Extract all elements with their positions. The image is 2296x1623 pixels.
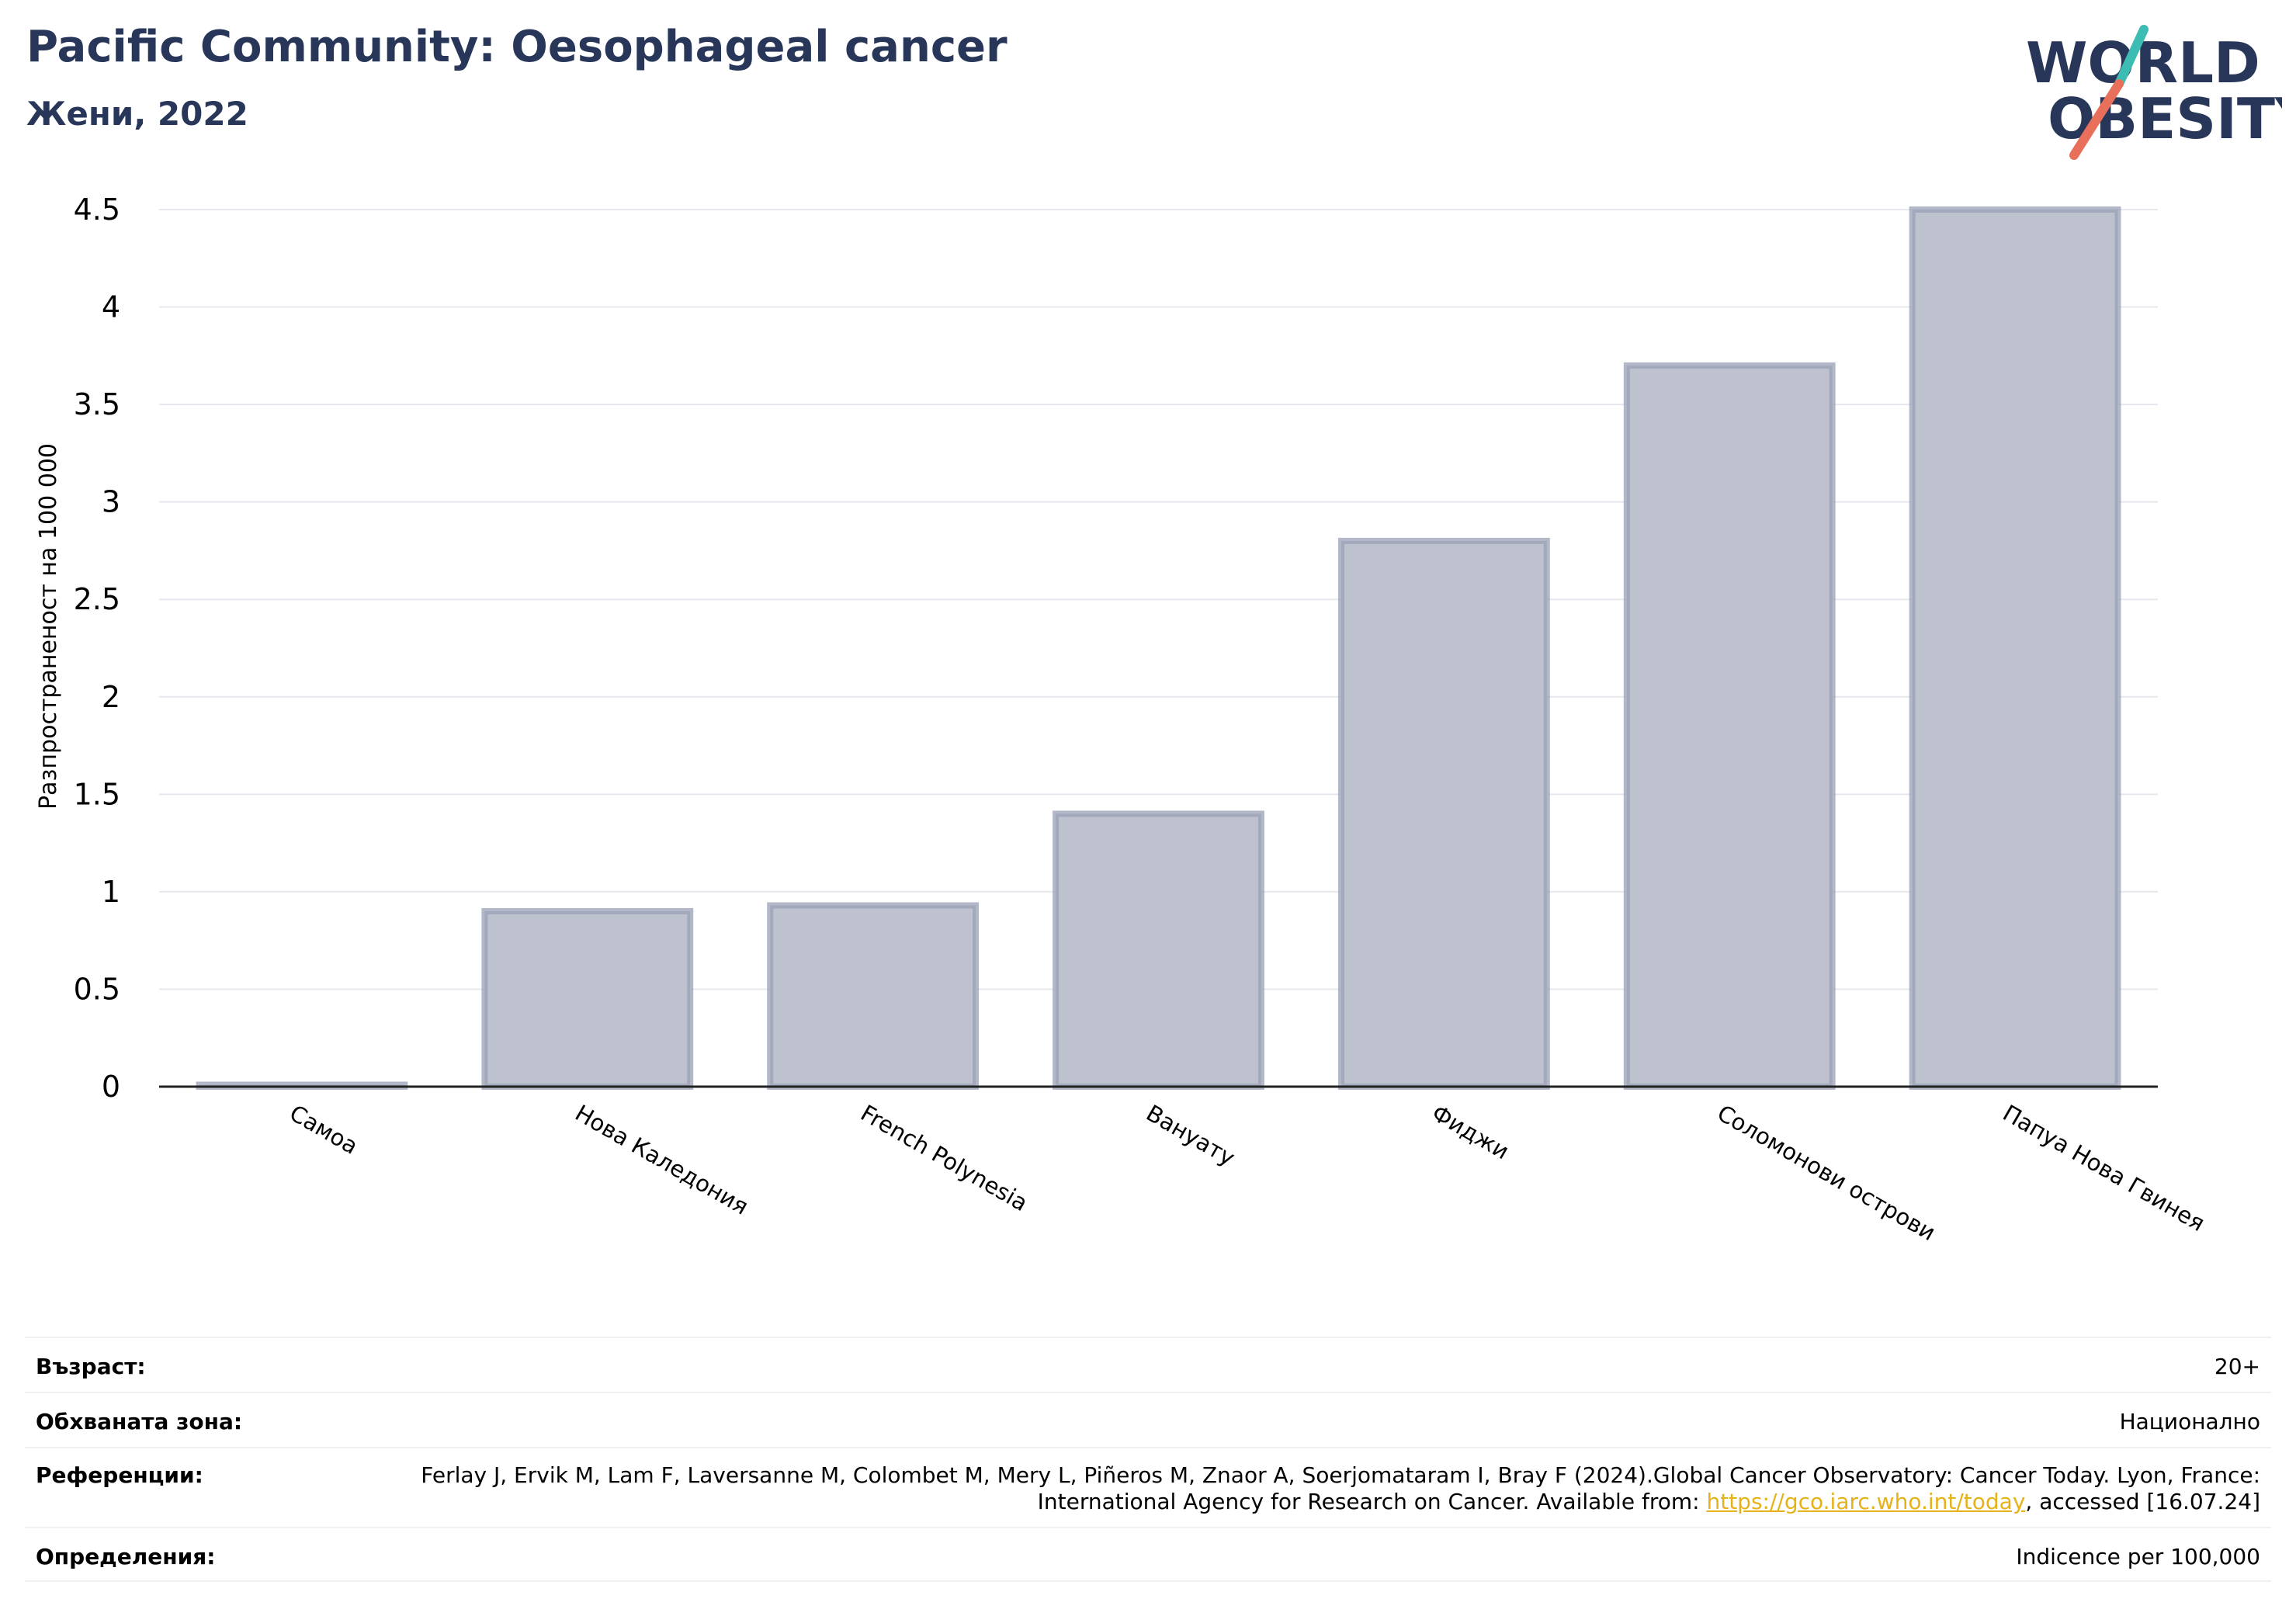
bar xyxy=(1909,206,2121,1090)
x-tick-label: Нова Каледония xyxy=(571,1100,753,1220)
x-tick-label: Фиджи xyxy=(1427,1100,1514,1165)
chart-subtitle: Жени, 2022 xyxy=(26,95,248,133)
meta-row-age: Възраст: 20+ xyxy=(25,1337,2271,1392)
y-tick-label: 3.5 xyxy=(74,387,120,421)
y-tick-label: 0 xyxy=(102,1070,120,1104)
y-axis-label: Разпространеност на 100 000 xyxy=(35,443,62,810)
definitions-value: Indicence per 100,000 xyxy=(2016,1544,2260,1569)
meta-row-references: Референции: Ferlay J, Ervik M, Lam F, La… xyxy=(25,1447,2271,1527)
definitions-label: Определения: xyxy=(36,1544,216,1569)
area-value: Национално xyxy=(2119,1409,2260,1434)
references-text: Ferlay J, Ervik M, Lam F, Laversanne M, … xyxy=(421,1462,2260,1514)
world-obesity-logo: WORLD OBESITY xyxy=(2026,25,2282,160)
y-tick-label: 2.5 xyxy=(74,582,120,616)
references-value: Ferlay J, Ervik M, Lam F, Laversanne M, … xyxy=(397,1462,2260,1515)
y-tick-label: 1 xyxy=(102,875,120,909)
bar xyxy=(767,902,980,1091)
meta-row-definitions: Определения: Indicence per 100,000 xyxy=(25,1527,2271,1582)
y-tick-label: 0.5 xyxy=(74,972,120,1006)
x-tick-label: Папуа Нова Гвинея xyxy=(1999,1100,2210,1237)
references-label: Референции: xyxy=(36,1462,203,1488)
bar xyxy=(1337,537,1550,1090)
bar xyxy=(481,908,694,1090)
x-tick-label: Самоа xyxy=(285,1100,362,1160)
meta-row-area: Обхваната зона: Национално xyxy=(25,1392,2271,1447)
references-link[interactable]: https://gco.iarc.who.int/today xyxy=(1706,1489,2026,1514)
y-tick-label: 1.5 xyxy=(74,777,120,811)
bar xyxy=(1623,362,1836,1090)
metadata-table: Възраст: 20+ Обхваната зона: Национално … xyxy=(25,1337,2271,1582)
x-tick-label: Вануату xyxy=(1142,1100,1240,1171)
x-tick-label: French Polynesia xyxy=(856,1100,1032,1217)
y-tick-label: 4.5 xyxy=(74,192,120,227)
x-tick-label: Соломонови острови xyxy=(1713,1100,1941,1247)
bar xyxy=(1053,810,1264,1090)
chart-title: Pacific Community: Oesophageal cancer xyxy=(26,22,1008,72)
y-tick-label: 2 xyxy=(102,680,120,714)
logo-slash-coral xyxy=(2069,79,2124,160)
area-label: Обхваната зона: xyxy=(36,1409,243,1434)
bar-chart: 0 0.5 1 1.5 2 2.5 3 3.5 4 4.5 Самоа Нова Каледония F… xyxy=(35,192,2210,1247)
references-accessed: , accessed [16.07.24] xyxy=(2025,1489,2260,1514)
y-tick-label: 3 xyxy=(102,485,120,519)
age-value: 20+ xyxy=(2214,1354,2260,1379)
age-label: Възраст: xyxy=(36,1354,146,1379)
y-tick-label: 4 xyxy=(102,290,120,324)
logo-slash-teal xyxy=(2114,25,2149,88)
